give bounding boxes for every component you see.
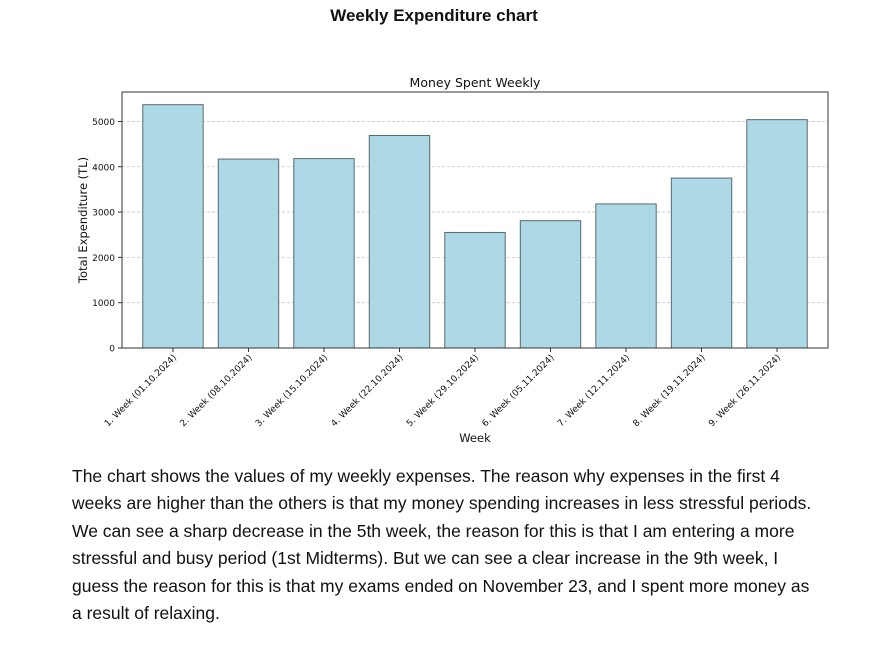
bar-chart: Money Spent Weekly 0 1000 2000 3000 4000 5000…: [76, 75, 829, 445]
bar: [293, 158, 355, 349]
bar: [519, 220, 582, 349]
chart-title: Money Spent Weekly: [410, 75, 541, 90]
x-tick-label: 6. Week (05.11.2024): [481, 353, 557, 429]
x-axis-label: Week: [459, 431, 491, 445]
x-axis-ticks: 1. Week (01.10.2024) 2. Week (08.10.2024)…: [103, 348, 783, 429]
bar: [142, 104, 204, 349]
y-tick-label: 2000: [92, 254, 115, 264]
x-tick-label: 4. Week (22.10.2024): [330, 353, 406, 429]
bar: [670, 177, 733, 349]
bar: [217, 158, 280, 349]
y-axis-label: Total Expenditure (TL): [76, 157, 90, 284]
x-tick-label: 5. Week (29.10.2024): [405, 353, 481, 429]
y-axis-ticks: 0 1000 2000 3000 4000 5000: [92, 118, 122, 355]
y-tick-label: 0: [109, 345, 115, 355]
y-tick-label: 5000: [92, 118, 115, 128]
x-tick-label: 3. Week (15.10.2024): [254, 353, 330, 429]
bar: [595, 203, 657, 349]
y-tick-label: 1000: [92, 299, 115, 309]
bar: [746, 119, 808, 349]
x-tick-label: 8. Week (19.11.2024): [632, 353, 708, 429]
x-tick-label: 7. Week (12.11.2024): [556, 353, 632, 429]
y-tick-label: 3000: [92, 209, 115, 219]
description-paragraph: The chart shows the values of my weekly …: [72, 466, 812, 624]
x-tick-label: 2. Week (08.10.2024): [179, 353, 255, 429]
page-heading: Weekly Expenditure chart: [330, 6, 538, 25]
bar: [444, 231, 506, 349]
bar: [368, 134, 431, 349]
x-tick-label: 9. Week (26.11.2024): [707, 353, 783, 429]
y-tick-label: 4000: [92, 163, 115, 173]
x-tick-label: 1. Week (01.10.2024): [103, 353, 179, 429]
bars: [142, 104, 808, 349]
